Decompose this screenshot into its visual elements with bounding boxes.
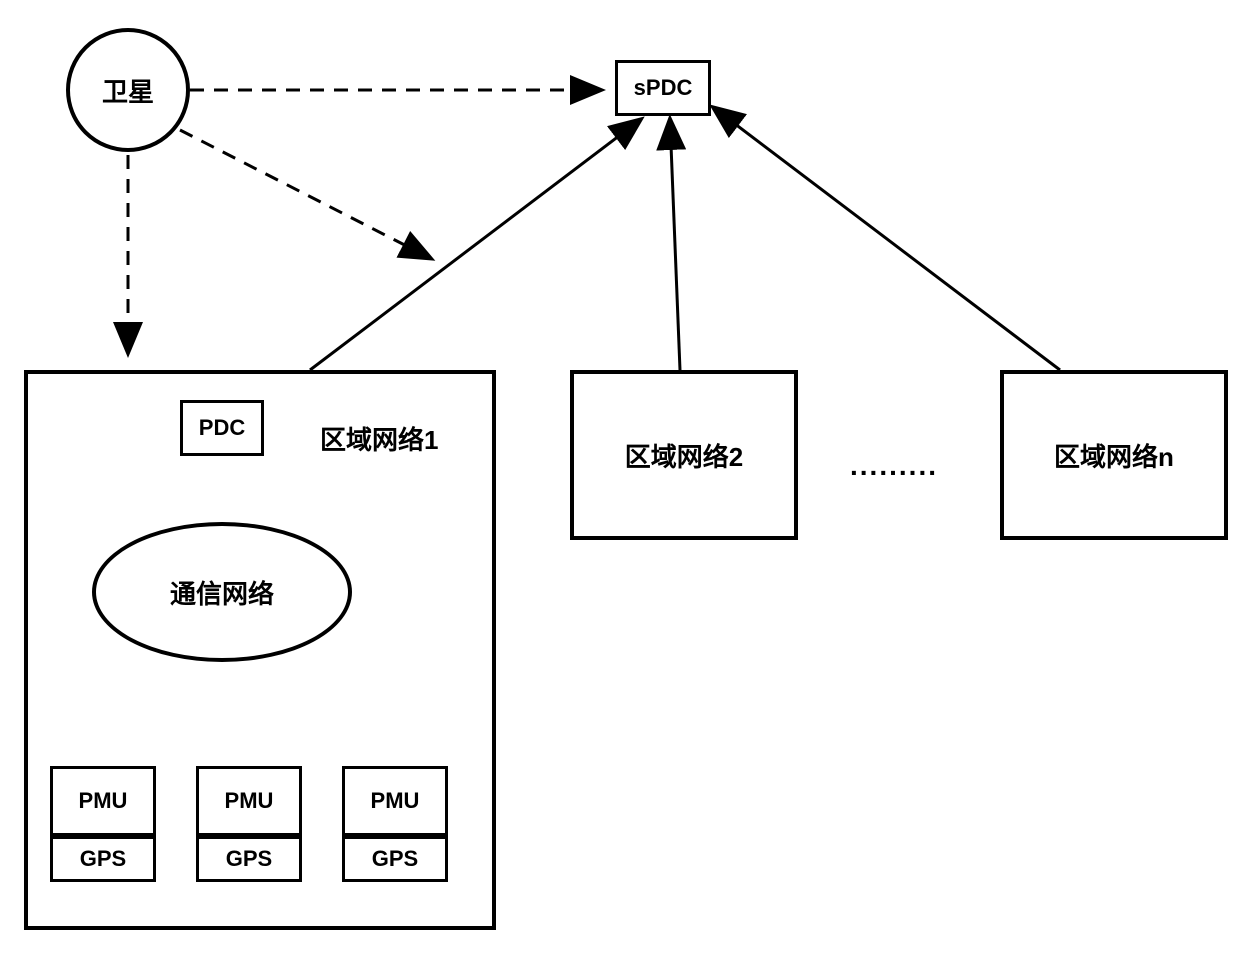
gps3-node: GPS: [342, 836, 448, 882]
pmu1-label: PMU: [79, 788, 128, 814]
dots-text: .........: [850, 450, 938, 481]
satellite-label: 卫星: [102, 72, 154, 109]
pmu3-label: PMU: [371, 788, 420, 814]
satellite-node: 卫星: [66, 28, 190, 152]
pmu2-node: PMU: [196, 766, 302, 836]
spdc-label: sPDC: [634, 75, 693, 101]
pdc-node: PDC: [180, 400, 264, 456]
pmu1-node: PMU: [50, 766, 156, 836]
gps2-node: GPS: [196, 836, 302, 882]
edge-satellite-mid: [180, 130, 430, 258]
gps1-node: GPS: [50, 836, 156, 882]
region1-label: 区域网络1: [320, 420, 438, 457]
regionn-node: 区域网络n: [1000, 370, 1228, 540]
gps2-label: GPS: [226, 846, 272, 872]
commnet-label: 通信网络: [170, 574, 274, 611]
pmu2-label: PMU: [225, 788, 274, 814]
edge-region1-spdc: [310, 120, 640, 370]
gps1-label: GPS: [80, 846, 126, 872]
pdc-label: PDC: [199, 415, 245, 441]
edge-region2-spdc: [670, 120, 680, 370]
gps3-label: GPS: [372, 846, 418, 872]
pmu3-node: PMU: [342, 766, 448, 836]
ellipsis-dots: .........: [850, 450, 938, 482]
region2-label: 区域网络2: [625, 437, 743, 474]
spdc-node: sPDC: [615, 60, 711, 116]
regionn-label: 区域网络n: [1054, 437, 1174, 474]
edge-regionn-spdc: [714, 108, 1060, 370]
region2-node: 区域网络2: [570, 370, 798, 540]
commnet-node: 通信网络: [92, 522, 352, 662]
region1-label-text: 区域网络1: [320, 425, 438, 455]
